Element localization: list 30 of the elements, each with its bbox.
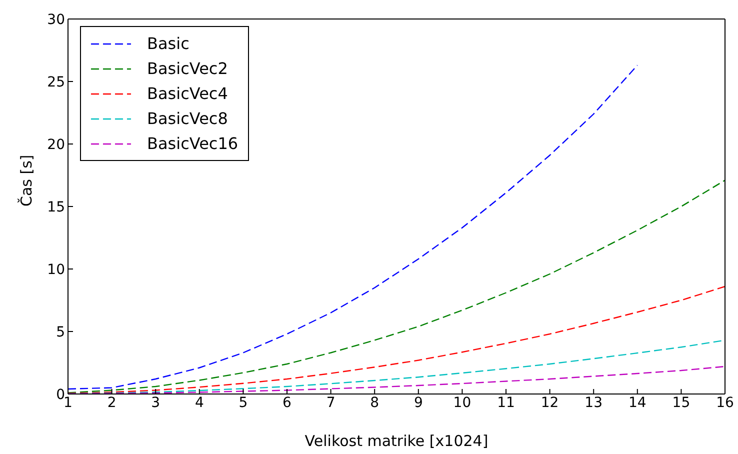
x-tick-label: 13 — [584, 394, 603, 411]
x-tick-label: 5 — [238, 394, 248, 411]
x-tick-label: 16 — [716, 394, 734, 411]
x-tick-label: 9 — [414, 394, 423, 411]
y-tick-label: 0 — [56, 386, 65, 403]
legend-label: BasicVec4 — [147, 84, 228, 103]
legend-label: BasicVec8 — [147, 109, 228, 128]
y-axis-title: Čas [s] — [17, 154, 36, 206]
y-tick-label: 15 — [47, 199, 65, 216]
x-tick-label: 10 — [453, 394, 472, 411]
x-tick-label: 6 — [282, 394, 292, 411]
x-tick-label: 3 — [151, 394, 160, 411]
x-tick-label: 12 — [540, 394, 559, 411]
legend-label: Basic — [147, 34, 190, 53]
y-tick-label: 30 — [47, 12, 65, 28]
x-tick-label: 14 — [628, 394, 646, 411]
x-tick-label: 15 — [672, 394, 690, 411]
y-tick-label: 25 — [47, 74, 65, 90]
x-tick-label: 7 — [326, 394, 336, 411]
legend-label: BasicVec16 — [147, 134, 238, 153]
x-axis-title: Velikost matrike [x1024] — [304, 432, 488, 450]
y-tick-label: 20 — [47, 136, 65, 153]
x-tick-label: 8 — [370, 394, 380, 411]
x-tick-label: 11 — [497, 394, 515, 411]
legend-label: BasicVec2 — [147, 59, 228, 78]
x-tick-label: 2 — [107, 394, 116, 411]
y-tick-label: 5 — [56, 324, 65, 340]
x-tick-label: 1 — [64, 394, 72, 411]
y-tick-label: 10 — [47, 262, 65, 278]
x-tick-label: 4 — [194, 394, 204, 411]
